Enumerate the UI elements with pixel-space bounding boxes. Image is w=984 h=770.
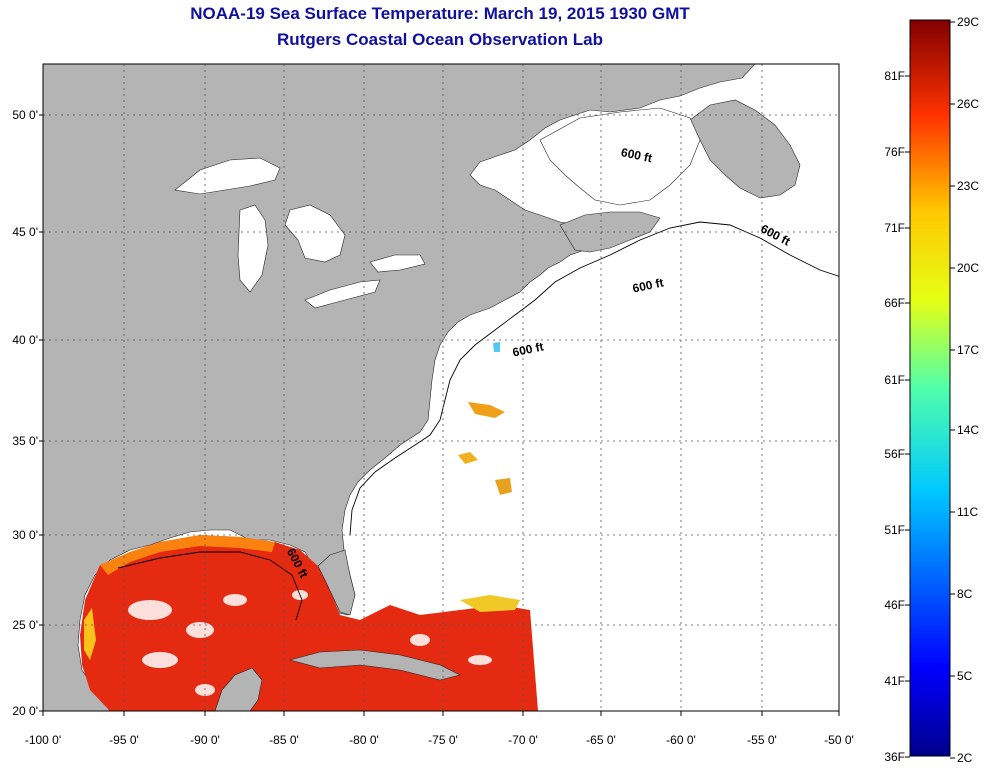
graticule [43, 64, 839, 711]
colorbar-fahrenheit-label: 76F [884, 145, 905, 159]
colorbar-fahrenheit-label: 66F [884, 296, 905, 310]
plot-frame [42, 63, 840, 712]
lake-superior [174, 157, 281, 195]
lake-ontario [369, 254, 426, 273]
lon-tick-label: -100 0' [25, 733, 61, 747]
lat-tick-label: 35 0' [12, 434, 38, 448]
colorbar-fahrenheit-label: 46F [884, 598, 905, 612]
isobath-label: 600 ft [511, 339, 545, 359]
coastal-yellow-fringe [84, 608, 96, 660]
lon-tick-label: -55 0' [747, 733, 777, 747]
cuba [288, 649, 461, 681]
lon-tick-label: -80 0' [349, 733, 379, 747]
lake-huron [284, 204, 346, 263]
colorbar-celsius-label: 14C [957, 423, 979, 437]
colorbar-celsius-label: 17C [957, 343, 979, 357]
lat-tick-label: 45 0' [12, 225, 38, 239]
lon-tick-label: -60 0' [666, 733, 696, 747]
yucatan [214, 667, 263, 711]
lake-michigan [237, 204, 269, 293]
isobath-label: 600 ft [631, 275, 665, 295]
lon-tick-label: -50 0' [824, 733, 854, 747]
colorbar-fahrenheit-label: 56F [884, 447, 905, 461]
gulf-of-st-lawrence [539, 107, 701, 206]
colorbar-fahrenheit-label: 36F [884, 750, 905, 764]
lon-tick-label: -75 0' [428, 733, 458, 747]
map-title: NOAA-19 Sea Surface Temperature: March 1… [190, 4, 690, 23]
lat-tick-label: 50 0' [12, 108, 38, 122]
colorbar-celsius-label: 11C [957, 505, 978, 519]
lat-tick-label: 25 0' [12, 618, 38, 632]
colorbar-celsius-label: 2C [957, 751, 973, 765]
colorbar-celsius-label: 23C [957, 179, 979, 193]
lat-tick-label: 30 0' [12, 528, 38, 542]
colorbar-fahrenheit-label: 41F [884, 674, 905, 688]
isobath-600ft [349, 221, 839, 536]
colorbar-celsius-label: 26C [957, 97, 979, 111]
lake-erie [304, 279, 381, 309]
isobath-label: 600 ft [620, 145, 654, 165]
offshore-sst-patches [458, 342, 520, 612]
florida [317, 549, 356, 616]
colorbar-celsius-label: 5C [957, 669, 973, 683]
colorbar-labels: 29C 26C 23C 20C 17C 14C 11C 8C 5C 2C 81F 76F 71F 66F 6… [884, 15, 979, 765]
colorbar [909, 19, 951, 757]
isobath-600ft-gulf [117, 551, 303, 621]
colorbar-celsius-label: 8C [957, 587, 973, 601]
colorbar-fahrenheit-label: 81F [884, 69, 905, 83]
lon-tick-label: -90 0' [190, 733, 220, 747]
colorbar-ticks [905, 21, 955, 759]
lat-tick-label: 20 0' [12, 704, 38, 718]
newfoundland [689, 99, 801, 199]
lon-tick-label: -65 0' [586, 733, 616, 747]
map-subtitle: Rutgers Coastal Ocean Observation Lab [277, 30, 603, 49]
colorbar-celsius-label: 29C [957, 15, 979, 29]
lon-tick-label: -70 0' [508, 733, 538, 747]
latitude-axis: 50 0' 45 0' 40 0' 35 0' 30 0' 25 0' 20 0' [12, 108, 43, 718]
lat-tick-label: 40 0' [12, 333, 38, 347]
colorbar-fahrenheit-label: 51F [884, 523, 905, 537]
colorbar-fahrenheit-label: 71F [884, 221, 905, 235]
colorbar-celsius-label: 20C [957, 261, 979, 275]
cloud-gaps [128, 590, 492, 696]
lon-tick-label: -85 0' [269, 733, 299, 747]
coastal-warm-fringe [100, 535, 275, 575]
longitude-axis: -100 0' -95 0' -90 0' -85 0' -80 0' -75 0' -70… [25, 711, 854, 747]
lon-tick-label: -95 0' [109, 733, 139, 747]
colorbar-fahrenheit-label: 61F [884, 373, 905, 387]
